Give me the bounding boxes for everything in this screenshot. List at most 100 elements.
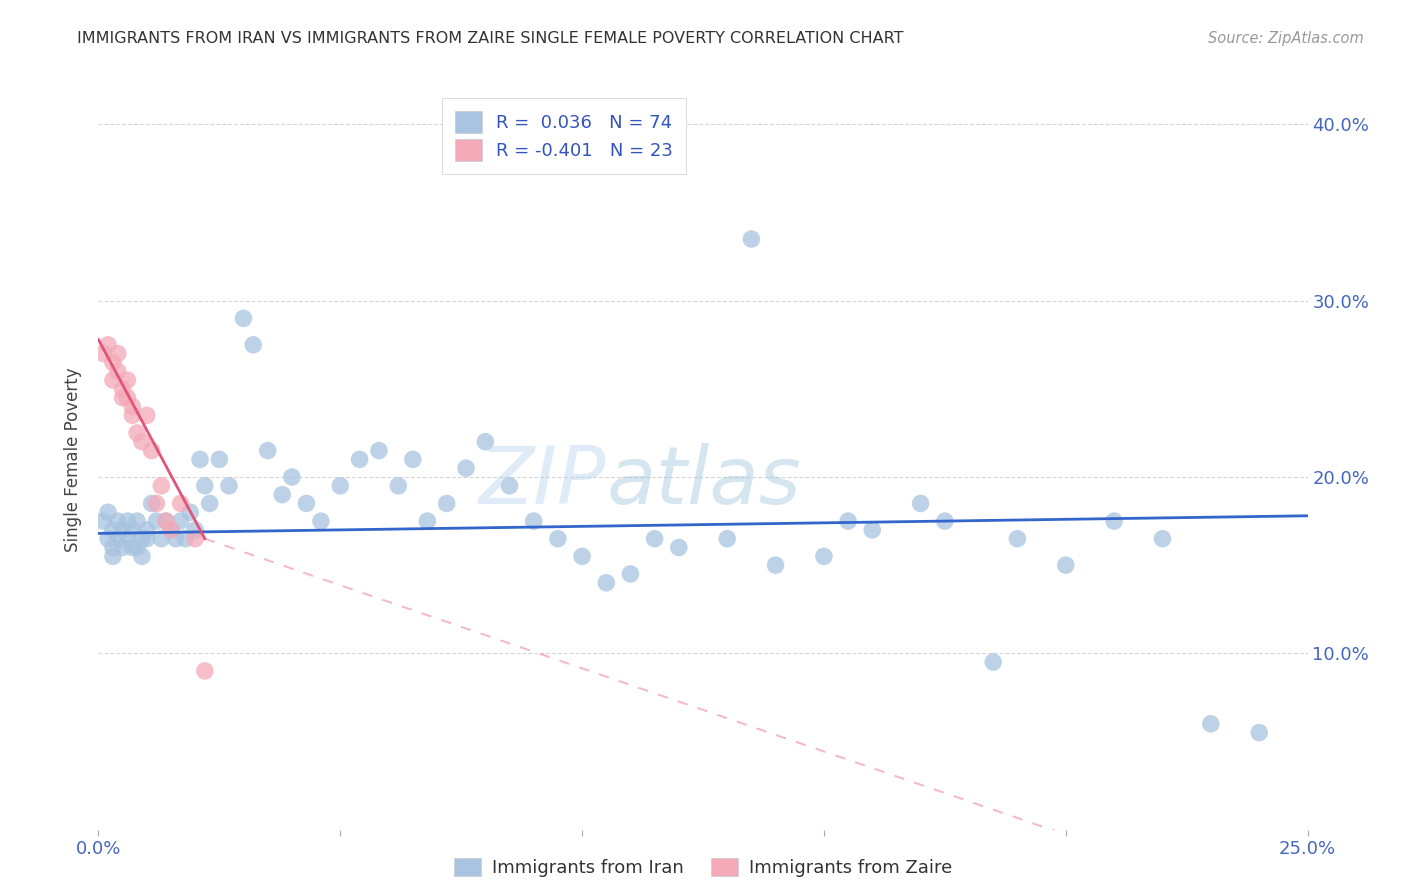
Point xyxy=(174,532,197,546)
Point xyxy=(416,514,439,528)
Point xyxy=(716,532,738,546)
Point xyxy=(194,664,217,678)
Point xyxy=(295,496,318,510)
Point xyxy=(765,558,787,573)
Point xyxy=(169,514,191,528)
Point xyxy=(474,434,496,449)
Point xyxy=(150,479,173,493)
Legend: R =  0.036   N = 74, R = -0.401   N = 23: R = 0.036 N = 74, R = -0.401 N = 23 xyxy=(441,98,686,174)
Point xyxy=(740,232,762,246)
Point xyxy=(131,532,153,546)
Point xyxy=(981,655,1004,669)
Point xyxy=(668,541,690,555)
Point xyxy=(1152,532,1174,546)
Point xyxy=(131,434,153,449)
Point xyxy=(256,443,278,458)
Point xyxy=(97,338,120,352)
Point xyxy=(150,532,173,546)
Point xyxy=(218,479,240,493)
Point xyxy=(160,523,183,537)
Point xyxy=(934,514,956,528)
Point xyxy=(644,532,666,546)
Point xyxy=(111,541,134,555)
Point xyxy=(498,479,520,493)
Point xyxy=(387,479,409,493)
Text: Source: ZipAtlas.com: Source: ZipAtlas.com xyxy=(1208,31,1364,46)
Point xyxy=(135,532,157,546)
Point xyxy=(101,549,124,564)
Y-axis label: Single Female Poverty: Single Female Poverty xyxy=(65,368,83,551)
Point xyxy=(329,479,352,493)
Point xyxy=(1199,716,1222,731)
Point xyxy=(97,532,120,546)
Point xyxy=(194,479,217,493)
Point xyxy=(97,505,120,519)
Point xyxy=(595,575,617,590)
Point xyxy=(111,523,134,537)
Point xyxy=(436,496,458,510)
Point xyxy=(121,400,143,414)
Point xyxy=(101,355,124,369)
Point xyxy=(131,549,153,564)
Point xyxy=(309,514,332,528)
Text: ZIP: ZIP xyxy=(479,442,606,521)
Point xyxy=(910,496,932,510)
Point xyxy=(91,514,114,528)
Point xyxy=(145,496,167,510)
Point xyxy=(571,549,593,564)
Point xyxy=(111,382,134,396)
Point xyxy=(349,452,371,467)
Point xyxy=(860,523,883,537)
Point xyxy=(121,409,143,423)
Point xyxy=(184,523,207,537)
Point xyxy=(127,425,149,440)
Point xyxy=(121,523,143,537)
Point xyxy=(160,523,183,537)
Point xyxy=(184,532,207,546)
Point xyxy=(813,549,835,564)
Point xyxy=(1102,514,1125,528)
Point xyxy=(547,532,569,546)
Point xyxy=(281,470,304,484)
Point xyxy=(242,338,264,352)
Point xyxy=(107,532,129,546)
Text: atlas: atlas xyxy=(606,442,801,521)
Point xyxy=(101,373,124,387)
Point xyxy=(141,496,163,510)
Point xyxy=(619,566,641,581)
Text: IMMIGRANTS FROM IRAN VS IMMIGRANTS FROM ZAIRE SINGLE FEMALE POVERTY CORRELATION : IMMIGRANTS FROM IRAN VS IMMIGRANTS FROM … xyxy=(77,31,904,46)
Point xyxy=(198,496,221,510)
Point xyxy=(111,391,134,405)
Point xyxy=(837,514,859,528)
Point xyxy=(121,541,143,555)
Point xyxy=(165,532,187,546)
Point xyxy=(127,541,149,555)
Point xyxy=(169,496,191,510)
Point xyxy=(145,514,167,528)
Point xyxy=(117,532,139,546)
Point xyxy=(1249,725,1271,739)
Point xyxy=(135,523,157,537)
Point xyxy=(208,452,231,467)
Point xyxy=(135,409,157,423)
Point xyxy=(523,514,546,528)
Point xyxy=(155,514,177,528)
Point xyxy=(155,514,177,528)
Point xyxy=(368,443,391,458)
Point xyxy=(101,541,124,555)
Point xyxy=(454,461,477,475)
Point xyxy=(179,505,201,519)
Point xyxy=(107,514,129,528)
Point xyxy=(117,391,139,405)
Point xyxy=(117,373,139,387)
Point xyxy=(101,523,124,537)
Point xyxy=(117,514,139,528)
Point xyxy=(107,364,129,378)
Point xyxy=(1007,532,1029,546)
Point xyxy=(232,311,254,326)
Point xyxy=(141,443,163,458)
Point xyxy=(1054,558,1077,573)
Point xyxy=(107,346,129,360)
Point xyxy=(91,346,114,360)
Legend: Immigrants from Iran, Immigrants from Zaire: Immigrants from Iran, Immigrants from Za… xyxy=(446,849,960,886)
